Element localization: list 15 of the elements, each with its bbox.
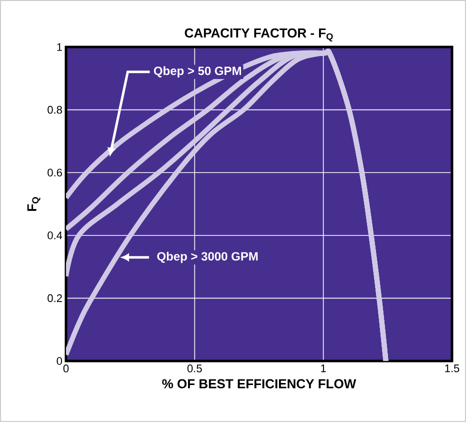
y-tick-label: 0.8 xyxy=(48,106,62,114)
x-axis-title: % OF BEST EFFICIENCY FLOW xyxy=(162,379,356,388)
chart-title: CAPACITY FACTOR - F$_{Q}$ xyxy=(184,28,333,42)
y-tick-label: 0.2 xyxy=(48,294,62,302)
x-tick-label: 1 xyxy=(321,364,326,372)
annotation: Qbep > 3000 GPM xyxy=(157,252,258,263)
x-tick-label: 1.5 xyxy=(445,364,460,372)
x-tick-label: 0 xyxy=(63,364,69,372)
y-axis-title: F$_{Q}$ xyxy=(27,197,40,211)
y-tick-label: 0.4 xyxy=(48,232,62,240)
y-tick-label: 0 xyxy=(56,357,62,365)
y-tick-label: 1 xyxy=(57,43,62,51)
y-tick-label: 0.6 xyxy=(48,168,62,176)
x-tick-label: 0.5 xyxy=(187,364,202,372)
annotation: Qbep > 50 GPM xyxy=(154,66,241,78)
